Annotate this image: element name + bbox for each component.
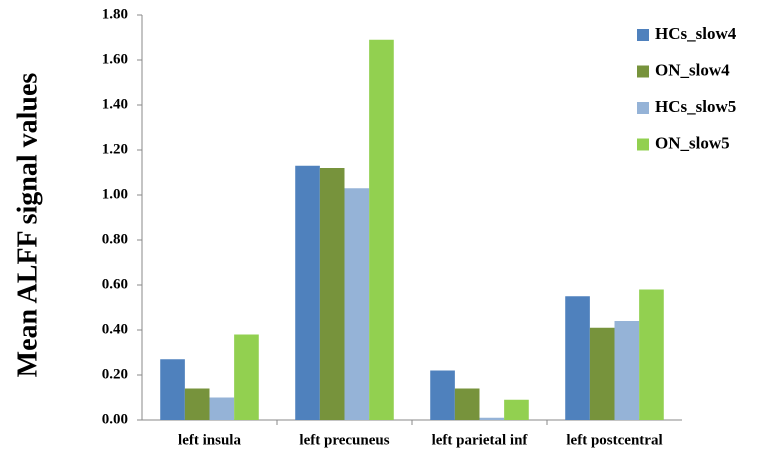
x-tick-label: left precuneus xyxy=(299,432,389,448)
x-tick-label: left insula xyxy=(178,432,241,448)
bar xyxy=(319,168,345,420)
x-tick-label: left postcentral xyxy=(566,432,662,448)
x-tick-label: left parietal inf xyxy=(432,432,529,448)
bar xyxy=(504,399,529,420)
y-tick-label: 1.60 xyxy=(102,51,128,67)
y-tick-label: 0.60 xyxy=(102,276,128,292)
legend-swatch xyxy=(637,29,649,41)
y-axis-label: Mean ALFF signal values xyxy=(12,73,43,378)
y-tick-label: 0.80 xyxy=(102,231,128,247)
legend-label: ON_slow4 xyxy=(655,60,730,79)
legend-label: HCs_slow4 xyxy=(655,24,737,43)
legend-swatch xyxy=(637,102,649,114)
bar xyxy=(589,327,615,420)
y-tick-label: 1.20 xyxy=(102,141,128,157)
bar xyxy=(454,388,480,420)
bar xyxy=(479,417,505,420)
bar xyxy=(184,388,210,420)
bar xyxy=(295,165,320,420)
y-tick-label: 0.00 xyxy=(102,411,128,427)
bar xyxy=(565,296,590,420)
legend-swatch xyxy=(637,65,649,78)
bar xyxy=(344,188,370,420)
legend-label: ON_slow5 xyxy=(655,133,730,152)
bar xyxy=(639,289,664,420)
legend-label: HCs_slow5 xyxy=(655,97,736,116)
bar xyxy=(234,334,259,420)
y-tick-label: 1.80 xyxy=(102,6,128,22)
y-tick-label: 1.00 xyxy=(102,186,128,202)
legend-swatch xyxy=(637,138,649,151)
bar xyxy=(160,359,185,420)
y-tick-label: 0.40 xyxy=(102,321,128,337)
bar xyxy=(209,397,235,420)
bar xyxy=(430,370,455,420)
bar xyxy=(369,39,394,420)
y-tick-label: 0.20 xyxy=(102,366,128,382)
y-tick-label: 1.40 xyxy=(102,96,128,112)
bar xyxy=(614,321,640,420)
